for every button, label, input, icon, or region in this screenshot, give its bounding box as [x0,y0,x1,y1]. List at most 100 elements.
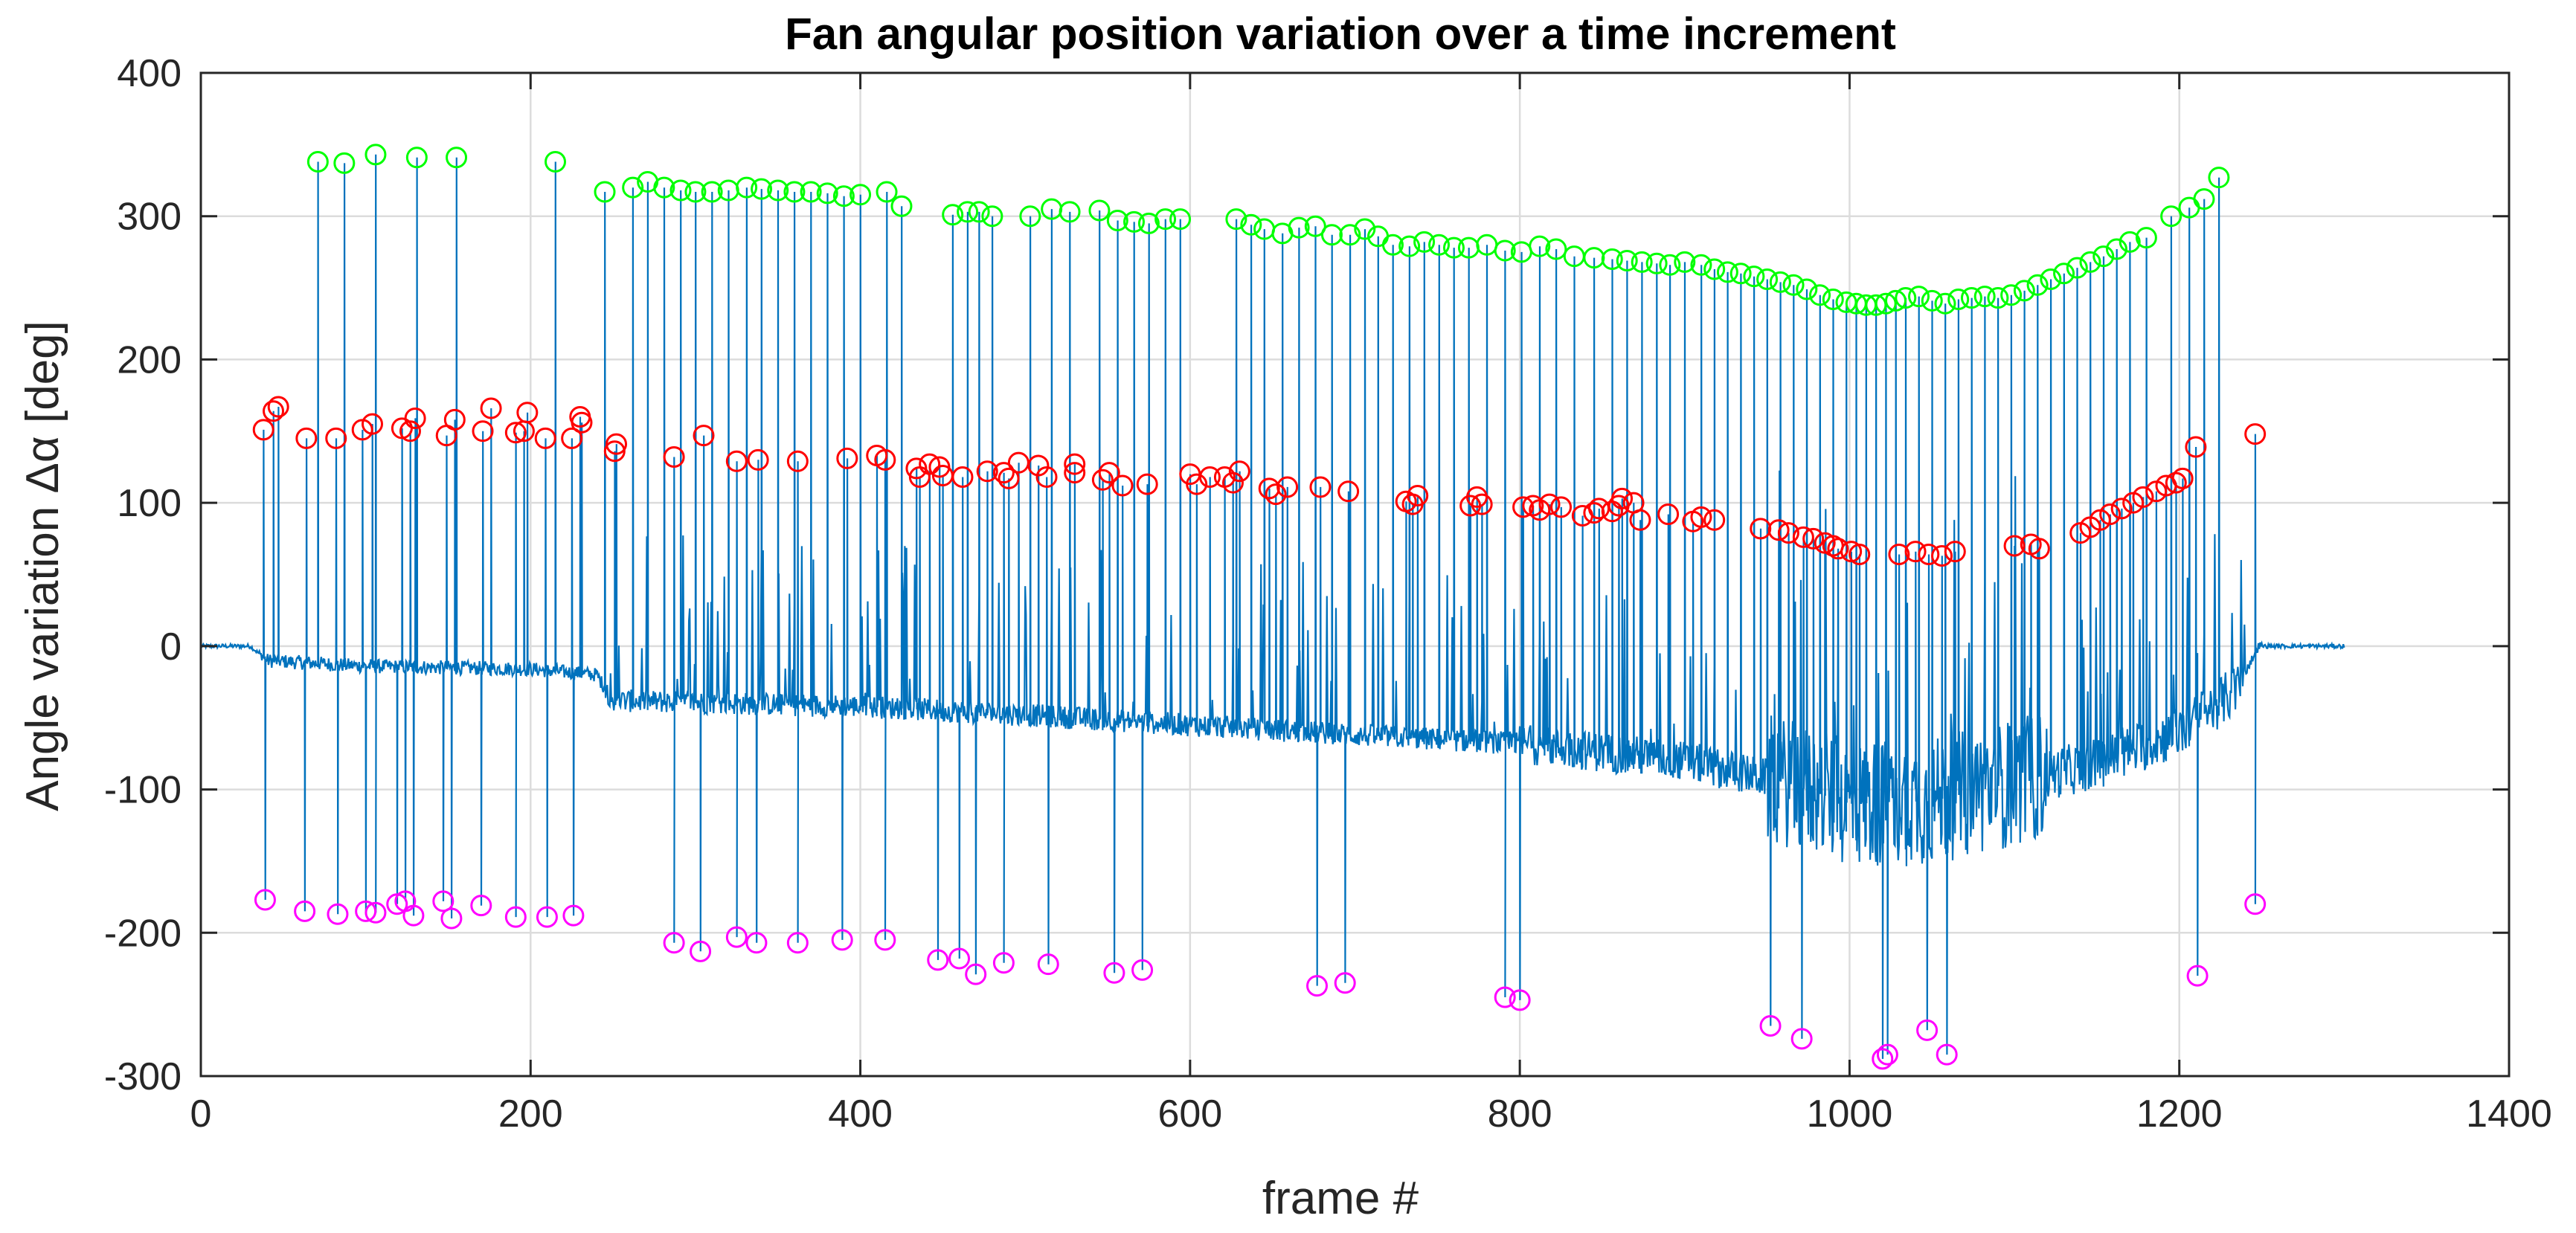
mid-peak-marker [2028,538,2050,560]
low-peak-marker [948,947,971,970]
high-peak-marker [306,150,329,173]
high-peak-marker [1320,224,1343,246]
mid-peak-marker [1512,496,1535,518]
high-peak-marker [890,195,913,217]
high-peak-marker [1381,234,1404,256]
low-peak-marker [504,906,527,928]
low-peak-marker [1936,1043,1958,1066]
mid-peak-marker [443,408,466,431]
high-peak-marker [1240,213,1262,236]
high-peak-marker [2026,274,2049,296]
mid-peak-marker [1035,466,1058,488]
plot-frame [199,71,2511,1078]
high-peak-marker [1865,294,1887,316]
x-tick-label: 0 [190,1092,212,1136]
high-peak-marker [446,147,468,169]
high-peak-marker [1545,238,1567,260]
high-peak-marker [1884,289,1907,312]
x-tick-label: 200 [498,1092,563,1136]
low-peak-marker [1790,1028,1813,1050]
mid-peak-marker [1703,509,1726,531]
axis-layer: 0 200 400 600 800 1000 1200 1400 -300 -200 -100 0 10… [104,52,2552,1136]
high-peak-marker [2160,205,2182,228]
high-peak-marker [1288,216,1310,239]
high-peak-marker [876,181,898,203]
high-peak-marker [701,181,723,203]
high-peak-marker [1875,292,1897,315]
mid-peak-marker [747,448,769,471]
high-peak-marker [1442,236,1465,259]
mid-peak-marker [1904,541,1927,563]
high-peak-marker [1960,287,1982,309]
mid-peak-marker [1136,473,1158,495]
mid-peak-marker [976,460,998,483]
mid-peak-marker [480,397,502,419]
high-peak-marker [545,150,567,173]
high-peak-marker [1106,209,1128,231]
mid-peak-marker [919,453,941,475]
y-tick-label: -300 [104,1055,182,1098]
high-peak-marker [981,205,1003,228]
high-peak-marker [1354,218,1376,240]
mid-peak-marker [1767,519,1790,541]
mid-peak-marker [1690,506,1712,528]
mid-peak-marker [2165,471,2187,494]
mid-peak-marker [725,450,748,472]
y-tick-label: 200 [117,338,182,382]
y-tick-label: 300 [117,196,182,239]
high-peak-marker [1645,252,1668,274]
high-peak-marker [2208,167,2230,189]
low-peak-marker [786,932,809,954]
high-peak-marker [1154,208,1177,231]
mid-peak-marker [1657,503,1680,526]
mid-peak-marker [362,413,384,435]
low-peak-marker [690,940,712,962]
high-peak-marker [1987,287,2009,309]
x-tick-label: 1200 [2136,1092,2223,1136]
low-peak-marker [355,900,377,922]
y-tick-label: -200 [104,912,182,955]
mid-peak-marker [2110,498,2133,520]
high-peak-marker [1169,208,1192,231]
high-peak-marker [2105,238,2127,260]
low-peak-marker [1131,959,1154,981]
low-peak-marker [254,889,276,911]
signal-line [200,154,2345,1059]
low-peak-marker [831,929,853,951]
mid-peak-marker [1276,476,1299,498]
low-peak-marker [745,932,768,954]
y-tick-label: 100 [117,482,182,525]
low-peak-marker [440,907,463,930]
high-peak-marker [1122,210,1145,233]
mid-peak-marker [404,407,426,429]
low-peak-marker [1759,1015,1782,1037]
mid-peak-marker [1337,480,1360,503]
mid-peak-marker [928,456,951,478]
mid-peak-marker [2003,535,2026,557]
mid-peak-marker [399,420,421,442]
low-peak-marker [1334,972,1356,994]
chart-title: Fan angular position variation over a ti… [785,9,1896,59]
y-axis-label: Angle variation Δα [deg] [17,321,68,811]
high-peak-marker [1137,212,1160,234]
high-peak-marker [2135,227,2157,249]
low-peak-marker [536,906,558,928]
mid-peak-marker [786,450,809,472]
mid-peak-marker [267,396,289,418]
mid-peak-marker [1611,487,1634,509]
mid-peak-marker [534,427,556,449]
low-peak-marker [1103,962,1125,984]
high-peak-marker [1339,224,1361,246]
high-peak-marker [1716,261,1738,283]
high-peak-marker [1428,234,1451,256]
high-peak-marker [1659,254,1681,276]
low-peak-marker [1306,975,1329,997]
high-peak-marker [1631,251,1653,273]
high-peak-marker [1088,199,1111,222]
mid-peak-marker [561,427,583,449]
high-peak-marker [2092,245,2115,268]
high-peak-marker [1703,258,1726,280]
high-peak-marker [364,144,387,166]
